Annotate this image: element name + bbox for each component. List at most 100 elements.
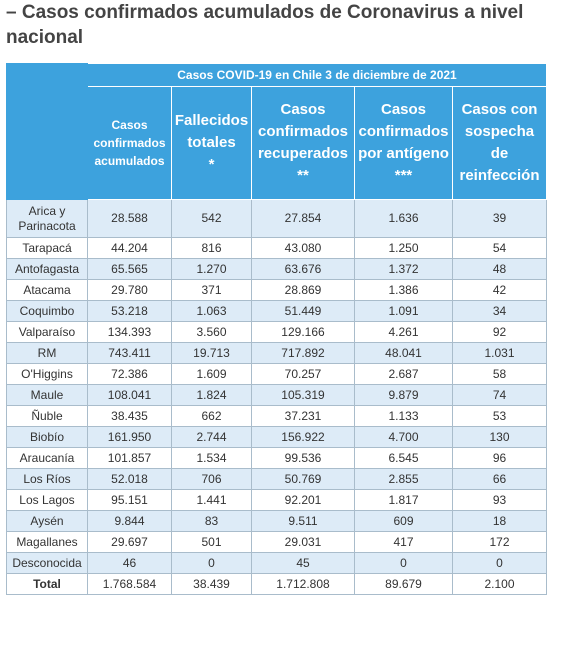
region-cell: Aysén <box>6 510 88 532</box>
value-cell: 29.780 <box>87 279 172 301</box>
value-cell: 19.713 <box>171 342 252 364</box>
table-row: Aysén 9.844 83 9.511 609 18 <box>6 510 547 532</box>
value-cell: 1.372 <box>354 258 453 280</box>
value-cell: 662 <box>171 405 252 427</box>
region-cell: Araucanía <box>6 447 88 469</box>
table-row: Valparaíso 134.393 3.560 129.166 4.261 92 <box>6 321 547 343</box>
table-row: Antofagasta 65.565 1.270 63.676 1.372 48 <box>6 258 547 280</box>
value-cell: 96 <box>452 447 547 469</box>
value-cell: 417 <box>354 531 453 553</box>
value-cell: 92 <box>452 321 547 343</box>
total-row: Total 1.768.584 38.439 1.712.808 89.679 2.100 <box>6 573 547 595</box>
value-cell: 72.386 <box>87 363 172 385</box>
table-row: O'Higgins 72.386 1.609 70.257 2.687 58 <box>6 363 547 385</box>
column-header: Casos confirmados acumulados <box>87 86 172 200</box>
value-cell: 2.744 <box>171 426 252 448</box>
value-cell: 1.824 <box>171 384 252 406</box>
value-cell: 0 <box>171 552 252 574</box>
value-cell: 1.609 <box>171 363 252 385</box>
value-cell: 51.449 <box>251 300 355 322</box>
value-cell: 48 <box>452 258 547 280</box>
value-cell: 34 <box>452 300 547 322</box>
value-cell: 93 <box>452 489 547 511</box>
value-cell: 717.892 <box>251 342 355 364</box>
value-cell: 1.534 <box>171 447 252 469</box>
value-cell: 134.393 <box>87 321 172 343</box>
region-cell: Magallanes <box>6 531 88 553</box>
value-cell: 63.676 <box>251 258 355 280</box>
value-cell: 108.041 <box>87 384 172 406</box>
value-cell: 743.411 <box>87 342 172 364</box>
value-cell: 27.854 <box>251 199 355 238</box>
value-cell: 501 <box>171 531 252 553</box>
value-cell: 130 <box>452 426 547 448</box>
value-cell: 609 <box>354 510 453 532</box>
value-cell: 101.857 <box>87 447 172 469</box>
value-cell: 3.560 <box>171 321 252 343</box>
value-cell: 4.261 <box>354 321 453 343</box>
value-cell: 28.869 <box>251 279 355 301</box>
column-header: Casos confirmados recuperados ** <box>251 86 355 200</box>
value-cell: 46 <box>87 552 172 574</box>
region-cell: Los Lagos <box>6 489 88 511</box>
table-row: Ñuble 38.435 662 37.231 1.133 53 <box>6 405 547 427</box>
value-cell: 9.511 <box>251 510 355 532</box>
region-cell: RM <box>6 342 88 364</box>
value-cell: 37.231 <box>251 405 355 427</box>
region-cell: Tarapacá <box>6 237 88 259</box>
region-cell: Arica y Parinacota <box>6 199 88 238</box>
value-cell: 44.204 <box>87 237 172 259</box>
value-cell: 1.250 <box>354 237 453 259</box>
value-cell: 58 <box>452 363 547 385</box>
value-cell: 1.817 <box>354 489 453 511</box>
value-cell: 29.031 <box>251 531 355 553</box>
value-cell: 1.270 <box>171 258 252 280</box>
value-cell: 38.439 <box>171 573 252 595</box>
value-cell: 371 <box>171 279 252 301</box>
value-cell: 2.100 <box>452 573 547 595</box>
value-cell: 0 <box>452 552 547 574</box>
value-cell: 816 <box>171 237 252 259</box>
value-cell: 172 <box>452 531 547 553</box>
column-header: Casos con sospecha de reinfección <box>452 86 547 200</box>
value-cell: 29.697 <box>87 531 172 553</box>
region-cell: Ñuble <box>6 405 88 427</box>
region-cell: Total <box>6 573 88 595</box>
value-cell: 99.536 <box>251 447 355 469</box>
value-cell: 0 <box>354 552 453 574</box>
value-cell: 53 <box>452 405 547 427</box>
value-cell: 9.879 <box>354 384 453 406</box>
table-row: Los Ríos 52.018 706 50.769 2.855 66 <box>6 468 547 490</box>
value-cell: 89.679 <box>354 573 453 595</box>
table-row: Coquimbo 53.218 1.063 51.449 1.091 34 <box>6 300 547 322</box>
table-row: Desconocida 46 0 45 0 0 <box>6 552 547 574</box>
value-cell: 542 <box>171 199 252 238</box>
value-cell: 105.319 <box>251 384 355 406</box>
table-row: RM 743.411 19.713 717.892 48.041 1.031 <box>6 342 547 364</box>
value-cell: 1.133 <box>354 405 453 427</box>
value-cell: 4.700 <box>354 426 453 448</box>
value-cell: 9.844 <box>87 510 172 532</box>
value-cell: 54 <box>452 237 547 259</box>
value-cell: 70.257 <box>251 363 355 385</box>
region-cell: Los Ríos <box>6 468 88 490</box>
value-cell: 1.091 <box>354 300 453 322</box>
region-cell: Coquimbo <box>6 300 88 322</box>
region-cell: Desconocida <box>6 552 88 574</box>
value-cell: 1.031 <box>452 342 547 364</box>
value-cell: 706 <box>171 468 252 490</box>
region-cell: O'Higgins <box>6 363 88 385</box>
value-cell: 38.435 <box>87 405 172 427</box>
value-cell: 129.166 <box>251 321 355 343</box>
value-cell: 66 <box>452 468 547 490</box>
value-cell: 1.441 <box>171 489 252 511</box>
column-header: Casos confirmados por antígeno *** <box>354 86 453 200</box>
table-row: Magallanes 29.697 501 29.031 417 172 <box>6 531 547 553</box>
table-row: Biobío 161.950 2.744 156.922 4.700 130 <box>6 426 547 448</box>
column-header: Fallecidos totales * <box>171 86 252 200</box>
value-cell: 18 <box>452 510 547 532</box>
value-cell: 161.950 <box>87 426 172 448</box>
region-cell: Maule <box>6 384 88 406</box>
table-row: Los Lagos 95.151 1.441 92.201 1.817 93 <box>6 489 547 511</box>
value-cell: 92.201 <box>251 489 355 511</box>
